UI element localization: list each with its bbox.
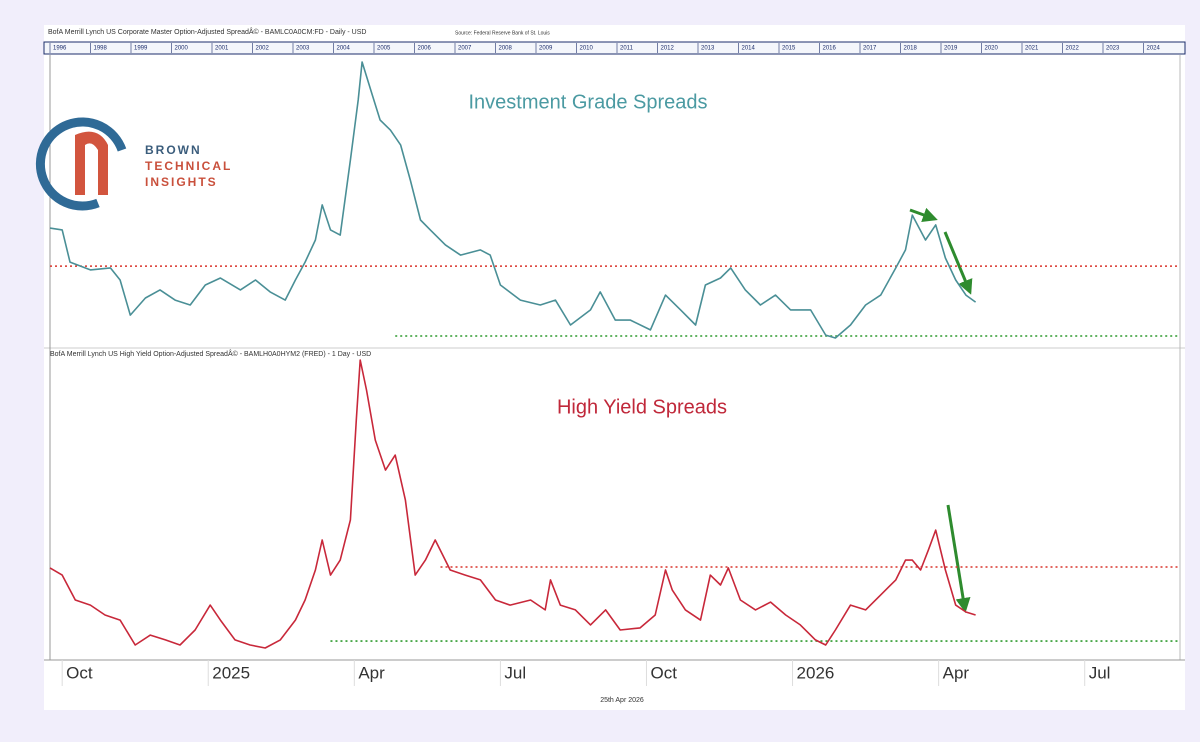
- x-tick-label: Oct: [650, 663, 677, 682]
- trend-arrow: [909, 207, 938, 222]
- x-tick-label: Oct: [66, 663, 93, 682]
- ruler-year: 2014: [742, 46, 756, 52]
- x-tick-label: Jul: [1089, 663, 1111, 682]
- ruler-year: 2023: [1106, 46, 1120, 52]
- data-line: [49, 61, 977, 339]
- ruler-year: 1998: [94, 46, 108, 52]
- header-source: Source: Federal Reserve Bank of St. Loui…: [455, 30, 550, 36]
- ruler-year: 2022: [1066, 46, 1080, 52]
- ruler-year: 2008: [499, 46, 513, 52]
- logo-mark: [75, 131, 108, 195]
- logo-text: INSIGHTS: [145, 175, 218, 189]
- ruler-year: 2020: [985, 46, 999, 52]
- ruler-year: 2015: [782, 46, 796, 52]
- ruler-year: 2010: [580, 46, 594, 52]
- ruler-year: 2018: [904, 46, 918, 52]
- year-ruler: [43, 41, 1186, 55]
- ruler-year: 2004: [337, 46, 351, 52]
- arrows: [909, 207, 973, 613]
- ruler-year: 2006: [418, 46, 432, 52]
- footer-date: 25th Apr 2026: [600, 697, 644, 704]
- ruler-year: 1999: [134, 46, 148, 52]
- ruler-year: 2012: [661, 46, 675, 52]
- ruler-year: 2001: [215, 46, 229, 52]
- chart-panel: [44, 25, 1185, 710]
- trend-arrow: [943, 231, 973, 295]
- ruler-year: 2021: [1025, 46, 1039, 52]
- annotation: High Yield Spreads: [557, 396, 727, 418]
- x-tick-label: Jul: [504, 663, 526, 682]
- annotation: Investment Grade Spreads: [468, 91, 707, 113]
- ruler-year: 2016: [823, 46, 837, 52]
- ruler-year: 2024: [1147, 46, 1161, 52]
- ruler-year: 2009: [539, 46, 553, 52]
- logo-ring: [35, 117, 127, 211]
- ruler-year: 2002: [256, 46, 270, 52]
- panel-subtitle: BofA Merrill Lynch US High Yield Option-…: [50, 349, 371, 358]
- ruler-year: 2000: [175, 46, 189, 52]
- x-tick-label: Apr: [358, 663, 385, 682]
- ruler-year: 2013: [701, 46, 715, 52]
- year-ruler-labels: 1996 1998 1999 2000 2001 2002 2003 2004 2005 2006…: [49, 43, 1161, 53]
- x-tick-label: Apr: [943, 663, 970, 682]
- x-tick-label: 2025: [212, 663, 250, 682]
- ruler-year: 2007: [458, 46, 472, 52]
- logo-text: BROWN: [145, 143, 202, 157]
- logo-text: TECHNICAL: [145, 159, 232, 173]
- header-title: BofA Merrill Lynch US Corporate Master O…: [48, 27, 366, 36]
- logo: BROWN TECHNICAL INSIGHTS: [35, 117, 232, 211]
- x-tick-label: 2026: [797, 663, 835, 682]
- ruler-year: 2005: [377, 46, 391, 52]
- trend-arrow: [946, 504, 971, 613]
- ruler-year: 2017: [863, 46, 877, 52]
- ruler-year: 2019: [944, 46, 958, 52]
- ruler-year: 1996: [53, 46, 67, 52]
- ruler-year: 2003: [296, 46, 310, 52]
- data-line: [49, 359, 976, 649]
- ruler-year: 2011: [620, 46, 634, 52]
